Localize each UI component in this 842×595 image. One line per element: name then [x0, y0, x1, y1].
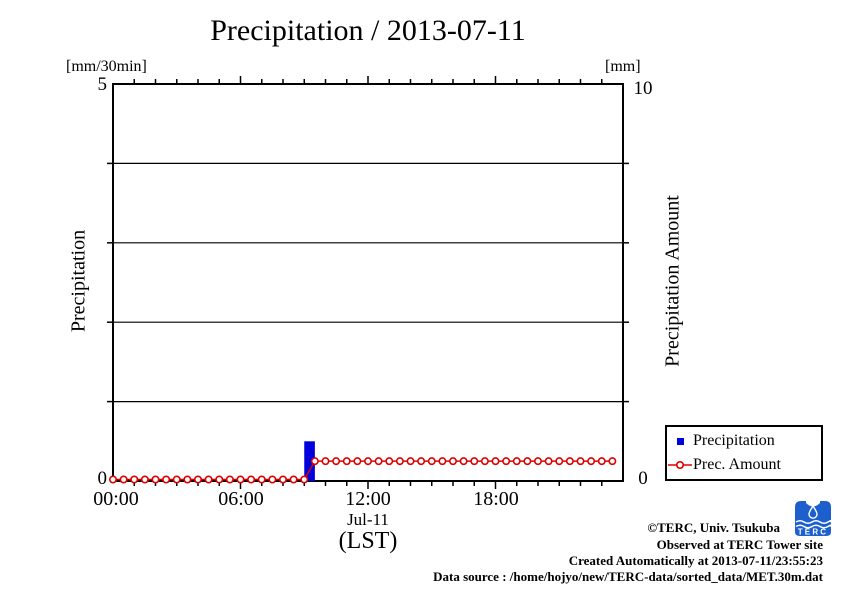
- legend-item-prec-amount: Prec. Amount: [667, 456, 821, 474]
- prec-amount-point: [523, 457, 532, 466]
- prec-amount-point: [194, 475, 203, 484]
- prec-amount-point: [162, 475, 171, 484]
- prec-amount-point: [130, 475, 139, 484]
- prec-amount-point: [608, 457, 617, 466]
- prec-amount-point: [140, 475, 149, 484]
- prec-amount-point: [151, 475, 160, 484]
- prec-amount-point: [576, 457, 585, 466]
- prec-amount-point: [289, 475, 298, 484]
- plot-frame: [112, 83, 624, 482]
- x-tick-0000: 00:00: [93, 488, 139, 510]
- prec-amount-point: [480, 457, 489, 466]
- credit-copyright: ©TERC, Univ. Tsukuba: [647, 520, 780, 535]
- legend-label: Precipitation: [693, 432, 775, 450]
- credit-data-source: Data source : /home/hojyo/new/TERC-data/…: [433, 569, 823, 584]
- prec-amount-point: [448, 457, 457, 466]
- right-axis-unit: [mm]: [605, 58, 641, 75]
- chart-title: Precipitation / 2013-07-11: [210, 14, 526, 47]
- left-axis-min-tick: 0: [97, 468, 108, 489]
- prec-amount-point: [183, 475, 192, 484]
- prec-amount-point: [459, 457, 468, 466]
- prec-amount-point: [310, 457, 319, 466]
- x-tick-0600: 06:00: [218, 488, 264, 510]
- wave-icon: [795, 519, 832, 525]
- prec-amount-point: [225, 475, 234, 484]
- prec-amount-point: [395, 457, 404, 466]
- precipitation-bar: [304, 441, 315, 481]
- prec-amount-point: [502, 457, 511, 466]
- prec-amount-point: [172, 475, 181, 484]
- prec-amount-point: [278, 475, 287, 484]
- prec-amount-point: [204, 475, 213, 484]
- terc-logo: TERC: [795, 501, 832, 537]
- prec-amount-point: [587, 457, 596, 466]
- water-drop-icon: [808, 504, 818, 519]
- prec-amount-point: [385, 457, 394, 466]
- prec-amount-point: [544, 457, 553, 466]
- prec-amount-point: [363, 457, 372, 466]
- x-axis-date-label: Jul-11: [347, 510, 389, 529]
- x-axis-timezone-label: (LST): [338, 528, 398, 554]
- right-axis-min-tick: 0: [638, 468, 648, 489]
- prec-amount-point: [247, 475, 256, 484]
- legend-blue-square-icon: [667, 437, 693, 446]
- credit-created-at: Created Automatically at 2013-07-11/23:5…: [568, 553, 823, 568]
- prec-amount-point: [438, 457, 447, 466]
- prec-amount-point: [321, 457, 330, 466]
- prec-amount-point: [406, 457, 415, 466]
- prec-amount-point: [342, 457, 351, 466]
- prec-amount-point: [417, 457, 426, 466]
- prec-amount-point: [257, 475, 266, 484]
- legend-item-precipitation: Precipitation: [667, 432, 821, 450]
- logo-text: TERC: [798, 528, 829, 537]
- prec-amount-point: [332, 457, 341, 466]
- credit-observed-site: Observed at TERC Tower site: [656, 537, 823, 552]
- prec-amount-point: [491, 457, 500, 466]
- left-axis-max-tick: 5: [97, 74, 108, 95]
- prec-amount-point: [597, 457, 606, 466]
- prec-amount-point: [109, 475, 118, 484]
- prec-amount-point: [215, 475, 224, 484]
- legend-label: Prec. Amount: [693, 455, 781, 473]
- wave-icon: [795, 524, 832, 529]
- prec-amount-point: [300, 475, 309, 484]
- prec-amount-point: [470, 457, 479, 466]
- right-axis-max-tick: 10: [633, 78, 653, 99]
- prec-amount-point: [353, 457, 362, 466]
- prec-amount-point: [533, 457, 542, 466]
- prec-amount-point: [427, 457, 436, 466]
- prec-amount-point: [374, 457, 383, 466]
- legend-red-circle-icon: [667, 460, 693, 470]
- prec-amount-point: [512, 457, 521, 466]
- prec-amount-point: [268, 475, 277, 484]
- left-axis-unit: [mm/30min]: [66, 58, 147, 75]
- prec-amount-point: [236, 475, 245, 484]
- prec-amount-point: [555, 457, 564, 466]
- legend-box: Precipitation Prec. Amount: [665, 425, 823, 481]
- prec-amount-point: [565, 457, 574, 466]
- x-tick-1800: 18:00: [473, 488, 519, 510]
- prec-amount-point: [119, 475, 128, 484]
- x-tick-1200: 12:00: [345, 488, 391, 510]
- left-axis-label: Precipitation: [67, 229, 90, 333]
- right-axis-label: Precipitation Amount: [661, 195, 684, 367]
